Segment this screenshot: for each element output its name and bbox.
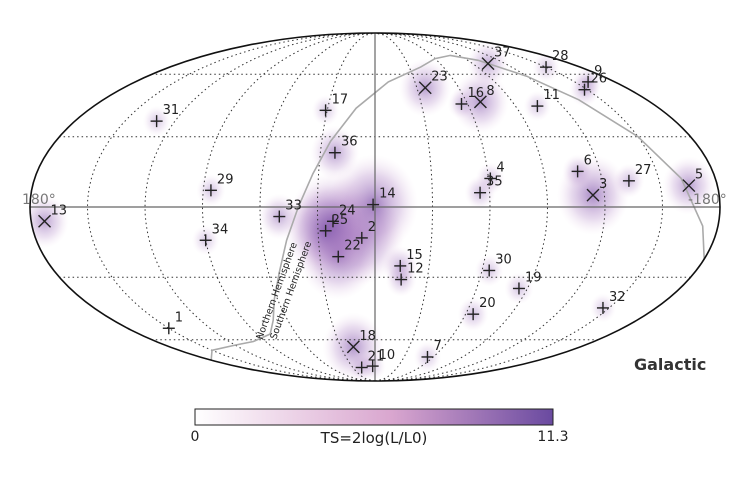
- source-label-12: 12: [407, 262, 424, 277]
- source-14: 14: [367, 187, 396, 211]
- source-36: 36: [328, 135, 358, 159]
- source-11: 11: [531, 88, 560, 113]
- source-10: 10: [366, 348, 396, 373]
- source-15: 15: [394, 248, 423, 272]
- meridian--30: [374, 33, 433, 381]
- source-label-10: 10: [379, 348, 396, 363]
- source-37-x-marker-stroke: [481, 57, 495, 71]
- meridian-30: [317, 33, 376, 381]
- source-28: 28: [540, 49, 569, 74]
- source-22: 22: [332, 239, 361, 263]
- source-label-37: 37: [494, 46, 511, 61]
- source-label-20: 20: [479, 296, 496, 311]
- source-1: 1: [162, 310, 183, 335]
- source-13: 13: [38, 203, 68, 228]
- source-label-35: 35: [486, 175, 503, 190]
- sky-outline: [29, 32, 721, 382]
- source-7: 7: [421, 339, 442, 363]
- source-label-21: 21: [368, 350, 385, 365]
- source-23-x-marker-stroke: [418, 81, 432, 95]
- source-label-13: 13: [51, 203, 68, 218]
- source-30: 30: [483, 252, 512, 277]
- source-label-32: 32: [609, 290, 626, 305]
- source-23: 23: [418, 70, 448, 95]
- source-label-14: 14: [379, 187, 396, 202]
- source-19: 19: [512, 270, 542, 295]
- source-label-11: 11: [543, 88, 560, 103]
- source-31: 31: [150, 103, 180, 128]
- hemisphere-boundary: [210, 54, 705, 361]
- source-label-27: 27: [635, 163, 652, 178]
- source-label-3: 3: [599, 177, 607, 192]
- source-label-36: 36: [341, 135, 358, 150]
- source-12: 12: [395, 262, 424, 286]
- source-label-33: 33: [285, 199, 302, 214]
- source-8-x-marker-stroke: [473, 95, 487, 109]
- source-9: 9: [582, 64, 602, 88]
- source-label-4: 4: [496, 160, 504, 175]
- source-5-x-marker-stroke: [682, 179, 696, 193]
- source-label-30: 30: [495, 252, 512, 267]
- colorbar-title: TS=2log(L/L0): [320, 429, 428, 447]
- source-13-x-marker-stroke: [38, 214, 52, 228]
- source-20: 20: [467, 296, 496, 321]
- source-18: 18: [346, 329, 376, 354]
- source-24: 24: [326, 203, 356, 228]
- source-35: 35: [474, 175, 503, 199]
- source-label-24: 24: [339, 203, 356, 218]
- source-label-23: 23: [431, 70, 448, 85]
- source-16: 16: [455, 86, 485, 110]
- source-label-2: 2: [368, 220, 376, 235]
- source-4: 4: [484, 160, 505, 185]
- source-3-x-marker-stroke: [586, 188, 600, 202]
- source-37: 37: [481, 46, 511, 71]
- source-2: 2: [355, 220, 376, 244]
- source-label-17: 17: [332, 92, 349, 107]
- source-label-25: 25: [332, 213, 349, 228]
- source-label-29: 29: [217, 172, 234, 187]
- source-label-19: 19: [525, 270, 542, 285]
- source-label-6: 6: [584, 153, 592, 168]
- source-27: 27: [622, 163, 652, 187]
- source-6: 6: [571, 153, 592, 178]
- source-label-18: 18: [359, 329, 376, 344]
- source-21: 21: [355, 350, 385, 374]
- source-label-8: 8: [486, 84, 494, 99]
- colorbar-max-label: 11.3: [537, 429, 568, 445]
- source-label-31: 31: [163, 103, 180, 118]
- source-17: 17: [319, 92, 349, 117]
- source-29: 29: [204, 172, 234, 197]
- source-label-34: 34: [212, 222, 229, 237]
- colorbar: [194, 408, 554, 426]
- source-18-x-marker-stroke: [346, 340, 360, 354]
- source-label-28: 28: [552, 49, 569, 64]
- source-25: 25: [319, 213, 349, 237]
- source-label-9: 9: [594, 64, 602, 79]
- lon-label-right: -180°: [688, 192, 727, 208]
- hemisphere-boundary-line: [210, 54, 705, 361]
- source-26: 26: [578, 72, 608, 96]
- source-33: 33: [273, 199, 302, 223]
- source-8: 8: [473, 84, 495, 109]
- source-label-1: 1: [175, 310, 183, 325]
- source-3: 3: [586, 177, 607, 202]
- colorbar-min-label: 0: [191, 429, 200, 445]
- source-5: 5: [682, 168, 703, 193]
- source-32: 32: [596, 290, 626, 314]
- source-label-16: 16: [468, 86, 485, 101]
- coordinate-system-label: Galactic: [634, 355, 706, 374]
- source-34: 34: [199, 222, 229, 247]
- lon-label-left: 180°: [22, 192, 56, 208]
- source-label-15: 15: [406, 248, 423, 263]
- source-label-5: 5: [695, 168, 703, 183]
- source-label-22: 22: [344, 239, 361, 254]
- source-label-26: 26: [591, 72, 608, 87]
- source-label-7: 7: [433, 339, 441, 354]
